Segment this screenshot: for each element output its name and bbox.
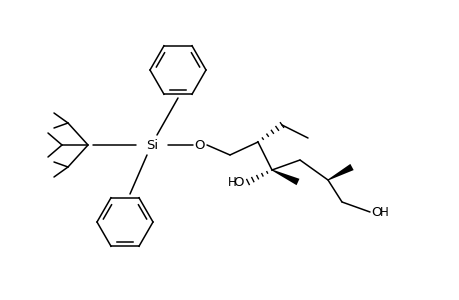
Text: O: O [194,139,205,152]
Text: H: H [379,206,387,218]
Text: H: H [227,176,236,190]
Text: O: O [233,176,244,188]
Text: Si: Si [146,139,158,152]
Polygon shape [271,169,299,185]
Text: O: O [371,206,381,218]
Polygon shape [327,164,353,180]
